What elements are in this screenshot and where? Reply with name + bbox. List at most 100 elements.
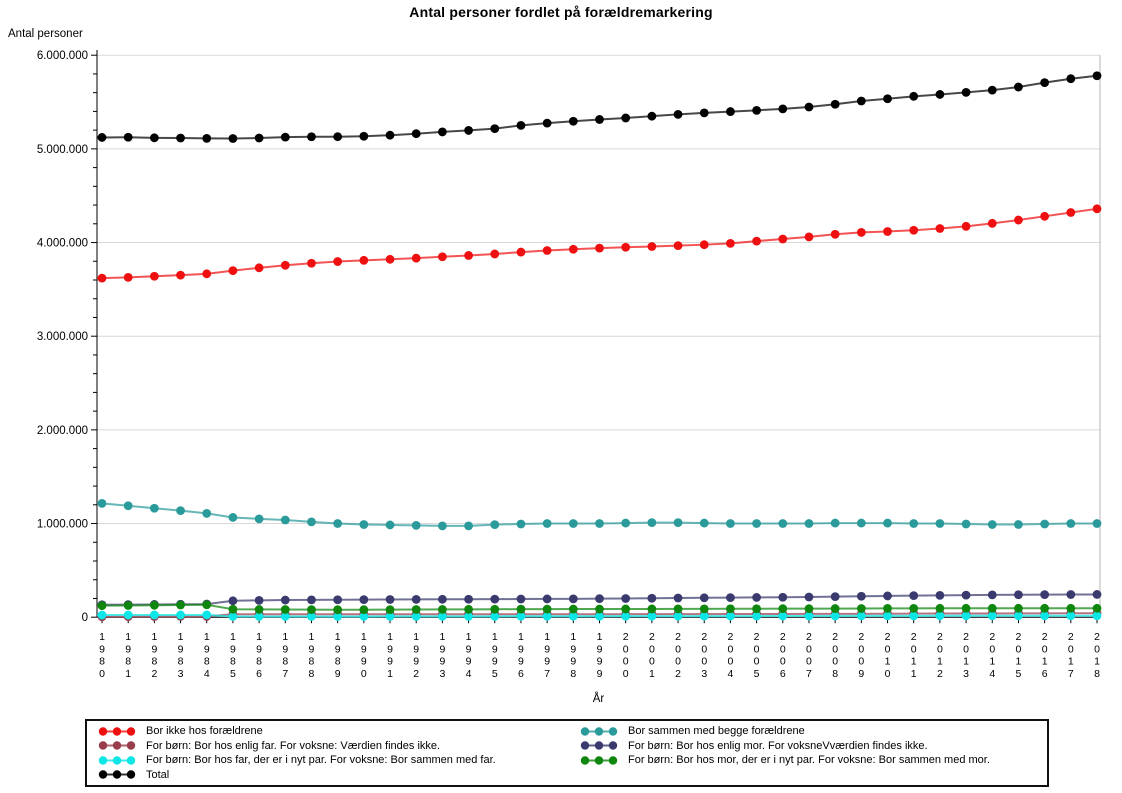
data-point [149, 600, 159, 610]
data-point [202, 509, 212, 518]
data-point [149, 133, 159, 143]
legend-item-label: Total [146, 768, 170, 781]
data-point [464, 126, 473, 135]
data-point [228, 596, 238, 606]
data-point [830, 604, 840, 613]
data-point [437, 127, 447, 137]
legend-marker-icon [580, 756, 618, 765]
data-point [909, 591, 919, 601]
data-point [856, 518, 866, 528]
data-point [621, 518, 631, 528]
y-tick-label: 1.000.000 [37, 519, 88, 531]
data-point [673, 593, 683, 603]
data-point [1066, 603, 1076, 613]
data-point [516, 247, 526, 257]
data-point [647, 593, 657, 603]
data-point [595, 611, 604, 621]
data-point [280, 260, 290, 270]
legend-column: Bor ikke hos forældrene For børn: Bor hos… [97, 724, 579, 782]
data-point [464, 604, 473, 614]
data-point [595, 604, 604, 614]
data-point [673, 611, 683, 621]
data-point [778, 104, 788, 114]
data-point [123, 132, 133, 142]
data-point [228, 604, 238, 614]
data-point [856, 228, 866, 237]
data-point [333, 612, 343, 621]
data-point [280, 515, 290, 525]
data-point [228, 513, 238, 522]
legend-box: Bor ikke hos forældrene For børn: Bor hos… [85, 719, 1049, 787]
data-point [333, 605, 343, 615]
data-point [830, 518, 840, 528]
legend-item-label: Bor ikke hos forældrene [146, 725, 263, 738]
legend-item: Bor ikke hos forældrene [97, 724, 579, 739]
data-point [726, 238, 735, 248]
data-point [490, 604, 500, 614]
data-point [961, 221, 971, 231]
legend-item: Total [97, 768, 579, 783]
data-point [647, 518, 657, 527]
data-point [935, 519, 945, 528]
data-point [280, 605, 290, 614]
data-point [1092, 71, 1102, 81]
data-point [411, 129, 421, 139]
data-point [359, 595, 369, 604]
data-point [699, 611, 709, 621]
y-tick-label: 0 [82, 612, 88, 624]
data-point [1014, 611, 1023, 621]
data-point [1092, 603, 1102, 613]
data-point [385, 254, 395, 264]
data-point [490, 124, 500, 134]
data-point [673, 241, 683, 251]
data-point [307, 517, 316, 527]
data-point [856, 604, 866, 613]
legend-item: For børn: Bor hos mor, der er i nyt par.… [579, 753, 1037, 768]
data-point [804, 519, 814, 528]
chart-plot-area: 0 1.000.000 2.000.000 3.000.000 4.000.000 5.0… [37, 50, 1102, 680]
legend-item: For børn: Bor hos far, der er i nyt par.… [97, 753, 579, 768]
data-point [726, 519, 735, 528]
data-point [464, 521, 473, 531]
data-point [359, 131, 369, 141]
data-point [883, 227, 892, 236]
data-point [935, 603, 945, 613]
data-point [280, 612, 290, 621]
data-point [778, 519, 788, 528]
data-point [97, 601, 107, 611]
data-point [176, 610, 185, 620]
data-point [1040, 211, 1050, 221]
data-point [856, 591, 866, 601]
data-point [1014, 82, 1023, 92]
data-point [359, 255, 369, 265]
data-point [176, 133, 185, 143]
data-point [1066, 74, 1076, 84]
data-point [1014, 590, 1023, 600]
data-point [568, 116, 578, 126]
data-point [726, 107, 735, 116]
data-point [987, 611, 997, 621]
data-point [333, 519, 343, 528]
data-point [856, 611, 866, 621]
data-point [307, 612, 316, 621]
data-point [961, 611, 971, 621]
data-point [1092, 611, 1102, 621]
data-point [254, 133, 264, 143]
data-point [385, 611, 395, 621]
data-point [647, 242, 657, 251]
data-point [542, 594, 552, 604]
data-point [673, 109, 683, 119]
data-point [830, 229, 840, 239]
data-point [1014, 603, 1023, 613]
data-point [149, 271, 159, 281]
